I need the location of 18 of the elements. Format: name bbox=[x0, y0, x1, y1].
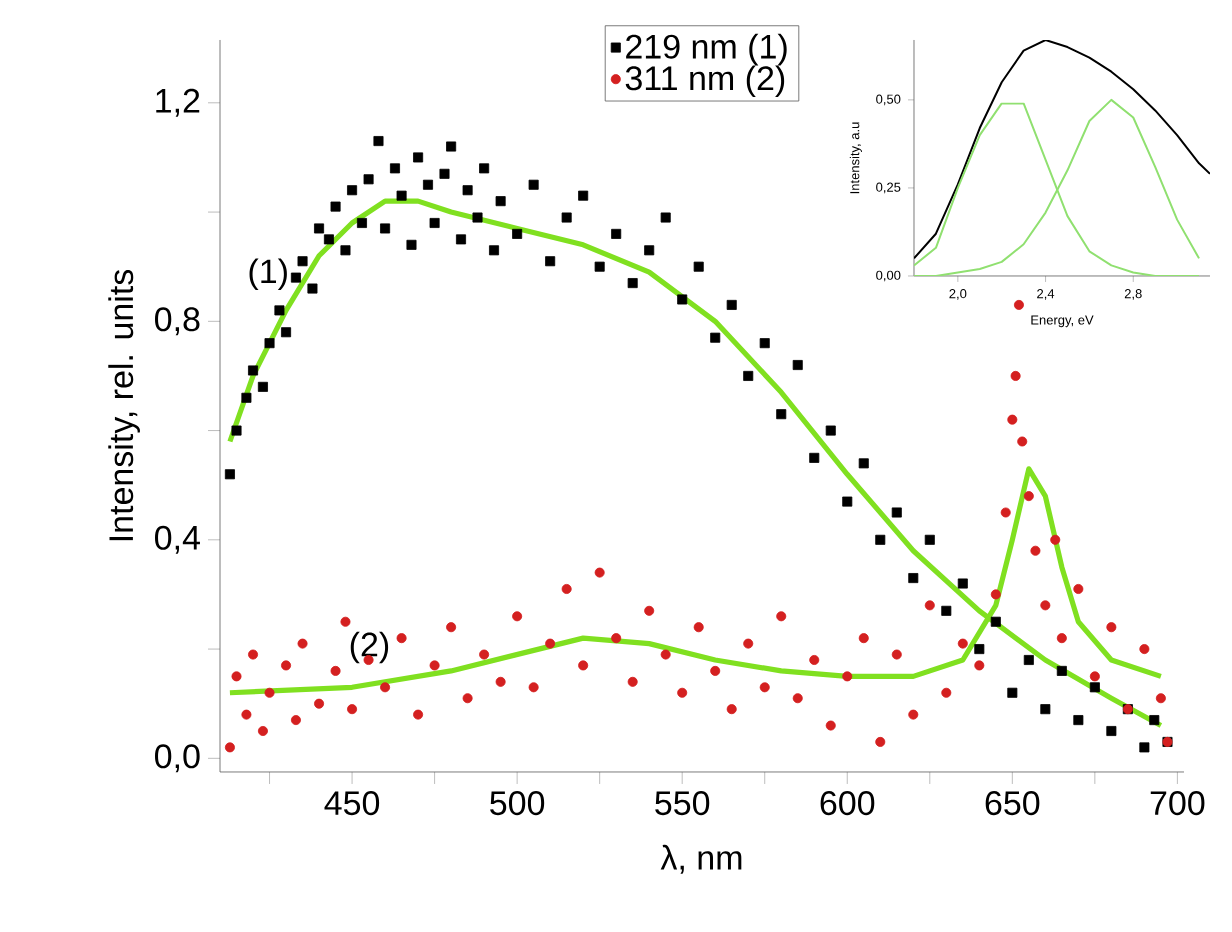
y-tick-label: 0,8 bbox=[155, 307, 200, 336]
x-tick-label: 700 bbox=[1150, 791, 1205, 816]
annotation: (1) bbox=[249, 258, 287, 291]
y-tick-label: 1,2 bbox=[156, 88, 200, 117]
line-series bbox=[914, 39, 1210, 260]
legend-label: 311 nm (2) bbox=[625, 65, 785, 98]
y-tick-label: 0,4 bbox=[155, 525, 200, 554]
x-tick-label: 600 bbox=[820, 791, 875, 816]
x-axis-title: λ, nm bbox=[660, 844, 742, 874]
legend-label: 219 nm (1) bbox=[626, 33, 787, 66]
x-tick-label: 550 bbox=[655, 791, 710, 816]
x-tick-label: 500 bbox=[490, 791, 545, 816]
annotation: (2) bbox=[350, 631, 389, 664]
x-tick-label: 450 bbox=[324, 791, 380, 816]
y-axis-title: Intensity, rel. units bbox=[108, 269, 140, 541]
line-series bbox=[227, 198, 1164, 729]
x-tick-label: 650 bbox=[985, 791, 1040, 816]
y-tick-label: 0,0 bbox=[155, 744, 200, 773]
